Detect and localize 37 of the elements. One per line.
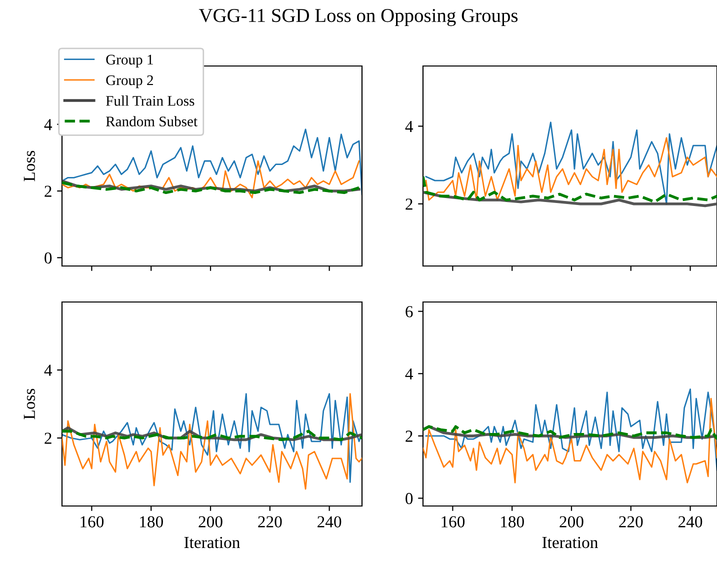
y-tick-label: 2: [44, 186, 52, 197]
x-tick-label: 200: [198, 516, 222, 528]
y-axis-title: Loss: [24, 150, 36, 182]
x-axis-title: Iteration: [184, 536, 240, 548]
line-series: [423, 175, 717, 204]
y-tick-label: 2: [406, 198, 412, 210]
y-axis-title: Loss: [24, 388, 36, 420]
x-tick-label: 160: [80, 516, 104, 528]
y-tick-label: 6: [406, 306, 413, 318]
y-tick-label: 0: [406, 492, 413, 504]
y-tick-label: 4: [405, 368, 414, 380]
y-tick-label: 4: [44, 364, 52, 376]
chart-title: VGG-11 SGD Loss on Opposing Groups: [198, 9, 518, 26]
legend-label: Full Train Loss: [106, 96, 194, 106]
x-tick-label: 180: [501, 516, 524, 528]
y-tick-label: 4: [405, 121, 414, 132]
line-series: [425, 388, 717, 471]
x-tick-label: 180: [140, 516, 163, 528]
y-tick-label: 2: [406, 430, 412, 442]
legend-label: Group 2: [106, 75, 153, 88]
line-series: [425, 137, 717, 201]
y-tick-label: 2: [44, 432, 52, 444]
line-series: [423, 398, 717, 484]
line-series: [62, 430, 362, 442]
legend-label: Group 1: [106, 54, 153, 68]
y-tick-label: 4: [44, 119, 52, 130]
legend-label: Random Subset: [106, 116, 198, 126]
x-tick-label: 220: [619, 516, 643, 528]
x-tick-label: 240: [678, 516, 702, 528]
x-tick-label: 240: [318, 516, 342, 528]
x-tick-label: 160: [442, 516, 465, 528]
x-tick-label: 220: [258, 516, 282, 528]
x-axis-title: Iteration: [542, 536, 598, 548]
line-series: [425, 122, 717, 205]
line-series: [62, 128, 362, 196]
y-tick-label: 0: [44, 252, 52, 264]
x-tick-label: 200: [560, 516, 584, 528]
